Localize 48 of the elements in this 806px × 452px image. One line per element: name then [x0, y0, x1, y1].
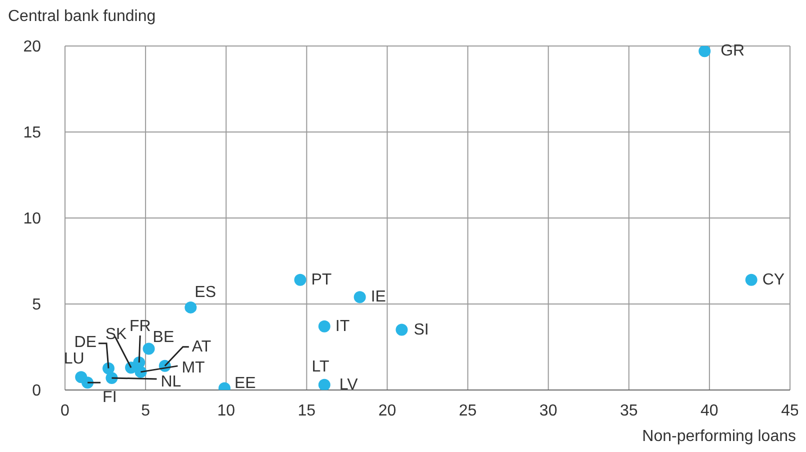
annotation: SK: [105, 326, 128, 344]
x-tick-label: 15: [298, 402, 316, 420]
annotation: FR: [129, 318, 151, 335]
x-axis-title: Non-performing loans: [642, 428, 796, 446]
x-tick-label: 20: [378, 402, 396, 420]
point: [142, 342, 155, 355]
annotation: SI: [414, 321, 429, 338]
annotation: LV: [339, 376, 358, 394]
x-tick-label: 5: [141, 402, 150, 420]
point: [396, 324, 408, 336]
point: [318, 378, 330, 390]
point: [294, 274, 306, 286]
y-tick-label: 15: [23, 124, 42, 142]
y-tick-label: 0: [32, 382, 42, 400]
y-tick-label: 10: [23, 210, 42, 228]
point: [184, 301, 197, 314]
annotation: MT: [182, 359, 206, 376]
x-tick-label: 40: [700, 402, 718, 420]
annotation: IE: [370, 288, 386, 306]
annotation: NL: [160, 373, 182, 390]
x-tick-label: 0: [60, 402, 70, 420]
point: [354, 291, 366, 304]
annotation: BE: [152, 329, 174, 346]
y-axis-title: Central bank funding: [8, 8, 156, 26]
annotation: CY: [762, 271, 785, 288]
x-tick-label: 25: [458, 402, 477, 420]
y-tick-label: 20: [23, 38, 42, 56]
annotation: IT: [335, 318, 350, 335]
x-tick-label: 10: [217, 402, 236, 420]
annotation: ES: [194, 284, 216, 301]
point: [133, 356, 146, 368]
annotation: LT: [312, 358, 330, 376]
annotation: LU: [64, 350, 84, 368]
annotation: FI: [102, 389, 117, 406]
annotation: EE: [234, 374, 256, 392]
point: [698, 46, 711, 58]
point: [102, 362, 114, 374]
annotation: PT: [311, 271, 332, 288]
y-tick-label: 5: [32, 296, 42, 314]
annotation: GR: [720, 42, 745, 60]
x-tick-label: 35: [620, 402, 638, 420]
point: [75, 371, 88, 384]
point: [318, 320, 330, 332]
annotation: AT: [192, 338, 212, 356]
annotation: DE: [74, 334, 96, 351]
x-tick-label: 30: [539, 402, 558, 420]
x-tick-label: 45: [781, 402, 799, 420]
point: [745, 274, 758, 286]
